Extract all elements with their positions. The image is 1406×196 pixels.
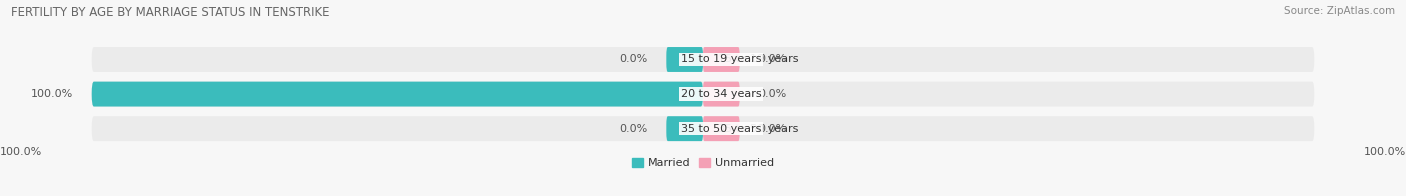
Text: 0.0%: 0.0%: [620, 124, 648, 134]
FancyBboxPatch shape: [91, 47, 1315, 72]
Text: 15 to 19 years: 15 to 19 years: [681, 54, 762, 64]
Legend: Married, Unmarried: Married, Unmarried: [633, 158, 773, 169]
Text: 100.0%: 100.0%: [0, 147, 42, 157]
Text: 35 to 50 years: 35 to 50 years: [718, 124, 799, 134]
Text: 0.0%: 0.0%: [758, 124, 786, 134]
Text: 100.0%: 100.0%: [1364, 147, 1406, 157]
Text: 15 to 19 years: 15 to 19 years: [718, 54, 799, 64]
Text: 0.0%: 0.0%: [758, 54, 786, 64]
FancyBboxPatch shape: [666, 116, 703, 141]
FancyBboxPatch shape: [91, 82, 1315, 107]
FancyBboxPatch shape: [91, 82, 703, 107]
Text: 20 to 34 years: 20 to 34 years: [681, 89, 762, 99]
Text: 35 to 50 years: 35 to 50 years: [681, 124, 762, 134]
FancyBboxPatch shape: [703, 116, 740, 141]
Text: Source: ZipAtlas.com: Source: ZipAtlas.com: [1284, 6, 1395, 16]
FancyBboxPatch shape: [91, 116, 1315, 141]
Text: 20 to 34 years: 20 to 34 years: [681, 89, 762, 99]
FancyBboxPatch shape: [703, 82, 740, 107]
Text: 0.0%: 0.0%: [758, 89, 786, 99]
Text: 0.0%: 0.0%: [620, 54, 648, 64]
Text: 100.0%: 100.0%: [31, 89, 73, 99]
FancyBboxPatch shape: [703, 47, 740, 72]
Text: FERTILITY BY AGE BY MARRIAGE STATUS IN TENSTRIKE: FERTILITY BY AGE BY MARRIAGE STATUS IN T…: [11, 6, 330, 19]
FancyBboxPatch shape: [666, 47, 703, 72]
